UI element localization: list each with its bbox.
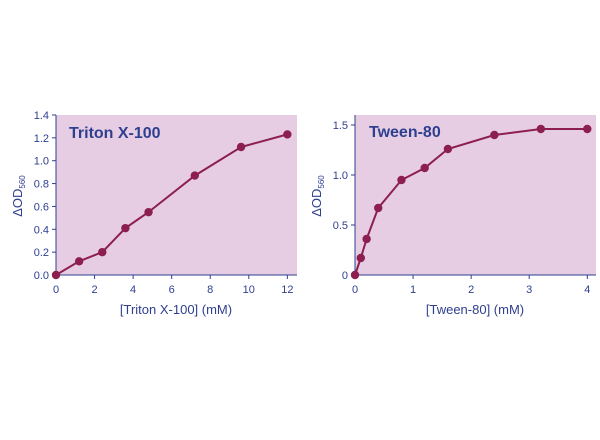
y-axis-label-subscript: 560 [18, 175, 27, 189]
x-tick-label: 6 [169, 284, 175, 296]
y-tick-label: 0.2 [34, 247, 49, 259]
data-point [443, 144, 453, 154]
y-tick-label: 1.5 [333, 120, 348, 132]
x-tick-label: 8 [207, 284, 213, 296]
y-tick-label: 1.0 [34, 156, 49, 168]
x-tick-label: 2 [468, 284, 474, 296]
x-tick-label: 0 [53, 284, 59, 296]
y-tick-label: 0.4 [34, 224, 49, 236]
series-line [354, 128, 588, 276]
x-axis-label: [Triton X-100] (mM) [120, 302, 232, 317]
x-tick-label: 12 [281, 284, 293, 296]
data-point [51, 270, 61, 280]
data-point [374, 203, 383, 213]
x-tick-label: 4 [130, 284, 136, 296]
data-point [583, 124, 592, 134]
x-tick-label: 2 [91, 284, 97, 296]
series-marks [350, 124, 592, 280]
axes: 0 0.5 1.0 1.5 0 1 2 3 4 [333, 115, 596, 296]
y-tick-label: 0.8 [34, 179, 49, 191]
y-tick-label: 0.5 [333, 220, 348, 232]
y-axis-label-main: ΔOD [309, 189, 324, 217]
y-axis-label: ΔOD560 [10, 175, 27, 217]
data-point [397, 175, 406, 185]
plot-area-background [56, 115, 297, 275]
data-point [350, 270, 360, 280]
data-point [190, 171, 200, 180]
y-tick-label: 0.6 [34, 201, 49, 213]
data-point [98, 247, 107, 257]
data-point [362, 234, 371, 244]
series-marks [51, 130, 292, 280]
x-tick-label: 1 [410, 284, 416, 296]
y-tick-label: 1.0 [333, 170, 348, 182]
data-point [236, 142, 246, 152]
y-axis-label-main: ΔOD [10, 189, 25, 217]
y-tick-label: 0 [342, 270, 348, 282]
panel-title: Tween-80 [369, 124, 441, 141]
data-point [490, 130, 499, 140]
y-tick-label: 0.0 [34, 270, 49, 282]
x-tick-label: 0 [352, 284, 358, 296]
data-point [144, 207, 153, 217]
panel-title: Triton X-100 [69, 125, 161, 142]
data-point [283, 130, 292, 139]
y-tick-label: 1.4 [34, 110, 49, 122]
chart-panel-triton: Triton X-100 0.0 0.2 0.4 0.6 0.8 1.0 1.2 1.4 0 2 4… [10, 110, 297, 317]
x-axis-label: [Tween-80] (mM) [426, 302, 524, 317]
data-point [536, 124, 546, 134]
x-tick-label: 3 [526, 284, 532, 296]
data-point [356, 253, 366, 263]
data-point [420, 163, 429, 173]
x-tick-label: 10 [243, 284, 255, 296]
chart-panel-tween: Tween-80 0 0.5 1.0 1.5 0 1 2 3 4 [Tween-80] (mM)… [309, 115, 596, 317]
y-axis-label: ΔOD560 [309, 175, 326, 217]
y-axis-label-subscript: 560 [317, 175, 326, 189]
axes: 0.0 0.2 0.4 0.6 0.8 1.0 1.2 1.4 0 2 4 6 8 10 12 [34, 110, 297, 296]
data-point [121, 223, 130, 233]
y-tick-label: 1.2 [34, 133, 49, 145]
x-tick-label: 4 [584, 284, 590, 296]
data-point [74, 257, 84, 266]
